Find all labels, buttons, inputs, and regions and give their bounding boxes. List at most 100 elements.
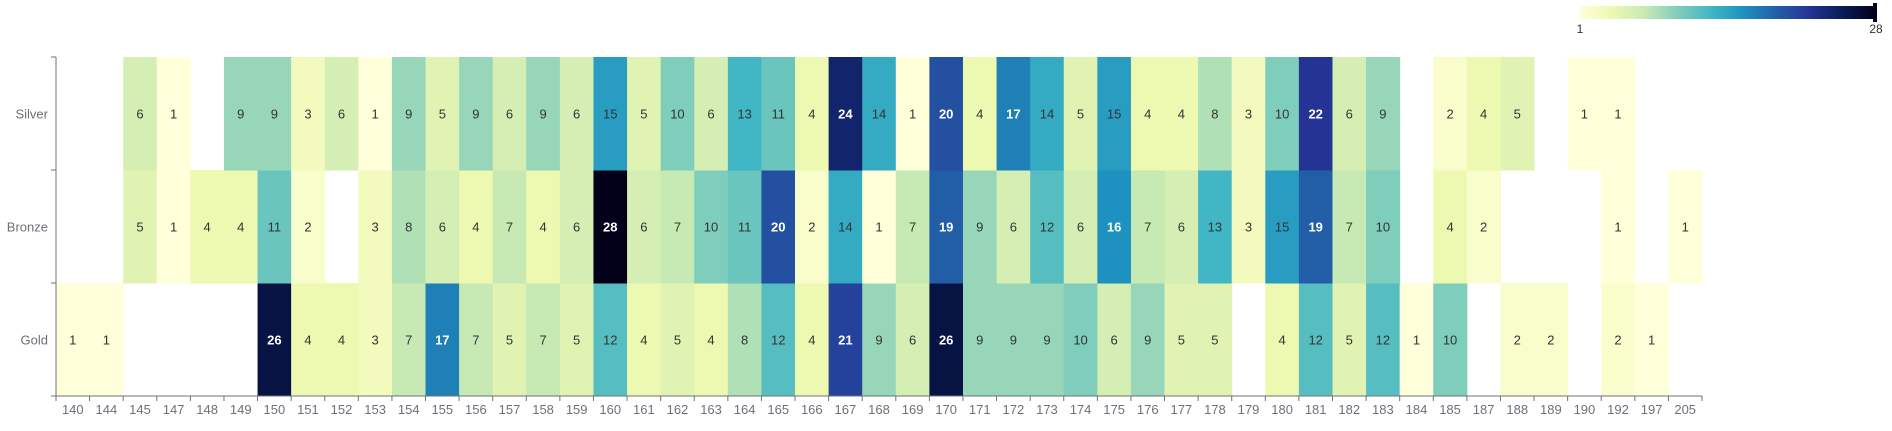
- heatmap-cell-bronze-182[interactable]: [1332, 170, 1367, 284]
- heatmap-cell-bronze-172[interactable]: [996, 170, 1031, 284]
- heatmap-cell-gold-170[interactable]: [929, 283, 964, 397]
- heatmap-cell-bronze-192[interactable]: [1601, 170, 1636, 284]
- heatmap-cell-gold-185[interactable]: [1433, 283, 1468, 397]
- heatmap-cell-silver-192[interactable]: [1601, 57, 1636, 171]
- heatmap-cell-bronze-185[interactable]: [1433, 170, 1468, 284]
- heatmap-cell-gold-188[interactable]: [1500, 283, 1535, 397]
- heatmap-cell-bronze-169[interactable]: [895, 170, 930, 284]
- heatmap-cell-bronze-153[interactable]: [358, 170, 393, 284]
- heatmap-cell-gold-165[interactable]: [761, 283, 796, 397]
- heatmap-cell-silver-147[interactable]: [156, 57, 191, 171]
- heatmap-cell-silver-161[interactable]: [627, 57, 662, 171]
- heatmap-cell-silver-185[interactable]: [1433, 57, 1468, 171]
- heatmap-cell-gold-166[interactable]: [795, 283, 830, 397]
- heatmap-cell-silver-188[interactable]: [1500, 57, 1535, 171]
- heatmap-cell-gold-171[interactable]: [962, 283, 998, 397]
- heatmap-cell-bronze-147[interactable]: [156, 170, 191, 284]
- heatmap-cell-gold-176[interactable]: [1130, 283, 1166, 397]
- heatmap-cell-bronze-168[interactable]: [862, 170, 897, 284]
- heatmap-cell-gold-151[interactable]: [291, 283, 326, 397]
- heatmap-cell-gold-163[interactable]: [694, 283, 729, 397]
- heatmap-cell-bronze-159[interactable]: [559, 170, 594, 284]
- heatmap-cell-bronze-155[interactable]: [425, 170, 460, 284]
- heatmap-cell-silver-156[interactable]: [459, 57, 494, 171]
- heatmap-cell-gold-192[interactable]: [1601, 283, 1636, 397]
- heatmap-cell-silver-190[interactable]: [1567, 57, 1602, 171]
- heatmap-cell-gold-157[interactable]: [492, 283, 527, 397]
- heatmap-cell-bronze-156[interactable]: [459, 170, 494, 284]
- heatmap-cell-bronze-157[interactable]: [492, 170, 527, 284]
- heatmap-cell-bronze-149[interactable]: [223, 170, 259, 284]
- heatmap-cell-bronze-176[interactable]: [1130, 170, 1166, 284]
- heatmap-cell-bronze-179[interactable]: [1231, 170, 1266, 284]
- visual-map-handle[interactable]: [1873, 3, 1877, 22]
- heatmap-cell-silver-178[interactable]: [1198, 57, 1233, 171]
- heatmap-cell-silver-172[interactable]: [996, 57, 1031, 171]
- heatmap-cell-bronze-167[interactable]: [828, 170, 863, 284]
- heatmap-cell-gold-152[interactable]: [324, 283, 359, 397]
- heatmap-cell-silver-149[interactable]: [223, 57, 259, 171]
- heatmap-cell-bronze-160[interactable]: [593, 170, 628, 284]
- heatmap-cell-gold-174[interactable]: [1063, 283, 1098, 397]
- heatmap-cell-bronze-151[interactable]: [291, 170, 326, 284]
- heatmap-cell-bronze-178[interactable]: [1198, 170, 1233, 284]
- heatmap-cell-gold-159[interactable]: [559, 283, 594, 397]
- heatmap-cell-silver-171[interactable]: [962, 57, 998, 171]
- heatmap-cell-bronze-158[interactable]: [526, 170, 561, 284]
- heatmap-cell-gold-158[interactable]: [526, 283, 561, 397]
- heatmap-cell-bronze-165[interactable]: [761, 170, 796, 284]
- heatmap-cell-silver-150[interactable]: [257, 57, 292, 171]
- heatmap-cell-silver-160[interactable]: [593, 57, 628, 171]
- heatmap-cell-gold-197[interactable]: [1634, 283, 1669, 397]
- heatmap-cell-silver-164[interactable]: [727, 57, 762, 171]
- heatmap-cell-bronze-154[interactable]: [391, 170, 427, 284]
- heatmap-cell-bronze-177[interactable]: [1164, 170, 1199, 284]
- heatmap-cell-bronze-170[interactable]: [929, 170, 964, 284]
- heatmap-cell-gold-160[interactable]: [593, 283, 628, 397]
- heatmap-cell-bronze-162[interactable]: [660, 170, 695, 284]
- heatmap-cell-silver-173[interactable]: [1030, 57, 1065, 171]
- heatmap-cell-silver-177[interactable]: [1164, 57, 1199, 171]
- heatmap-cell-bronze-187[interactable]: [1466, 170, 1501, 284]
- visual-map-legend[interactable]: 1 28: [1577, 3, 1883, 36]
- heatmap-cell-silver-152[interactable]: [324, 57, 359, 171]
- heatmap-cell-silver-163[interactable]: [694, 57, 729, 171]
- heatmap-cell-gold-140[interactable]: [56, 283, 91, 397]
- heatmap-cell-gold-155[interactable]: [425, 283, 460, 397]
- heatmap-cell-gold-162[interactable]: [660, 283, 695, 397]
- heatmap-cell-silver-170[interactable]: [929, 57, 964, 171]
- heatmap-cell-gold-181[interactable]: [1298, 283, 1333, 397]
- heatmap-cell-silver-154[interactable]: [391, 57, 427, 171]
- heatmap-cell-gold-169[interactable]: [895, 283, 930, 397]
- heatmap-cell-bronze-205[interactable]: [1668, 170, 1703, 284]
- heatmap-cell-gold-178[interactable]: [1198, 283, 1233, 397]
- heatmap-cell-gold-183[interactable]: [1366, 283, 1401, 397]
- heatmap-cell-bronze-164[interactable]: [727, 170, 762, 284]
- heatmap-cell-gold-180[interactable]: [1265, 283, 1300, 397]
- heatmap-cell-silver-176[interactable]: [1130, 57, 1166, 171]
- heatmap-cell-gold-182[interactable]: [1332, 283, 1367, 397]
- heatmap-cell-gold-168[interactable]: [862, 283, 897, 397]
- heatmap-cell-silver-151[interactable]: [291, 57, 326, 171]
- heatmap-cell-gold-150[interactable]: [257, 283, 292, 397]
- heatmap-cell-gold-177[interactable]: [1164, 283, 1199, 397]
- heatmap-cell-bronze-183[interactable]: [1366, 170, 1401, 284]
- heatmap-cell-bronze-148[interactable]: [190, 170, 225, 284]
- heatmap-cell-silver-165[interactable]: [761, 57, 796, 171]
- heatmap-cell-silver-166[interactable]: [795, 57, 830, 171]
- heatmap-cell-silver-179[interactable]: [1231, 57, 1266, 171]
- heatmap-cell-gold-153[interactable]: [358, 283, 393, 397]
- heatmap-cell-silver-182[interactable]: [1332, 57, 1367, 171]
- heatmap-cell-gold-154[interactable]: [391, 283, 427, 397]
- heatmap-cell-silver-183[interactable]: [1366, 57, 1401, 171]
- heatmap-cell-gold-161[interactable]: [627, 283, 662, 397]
- heatmap-cell-gold-167[interactable]: [828, 283, 863, 397]
- heatmap-cell-bronze-180[interactable]: [1265, 170, 1300, 284]
- heatmap-cell-silver-187[interactable]: [1466, 57, 1501, 171]
- heatmap-cell-silver-155[interactable]: [425, 57, 460, 171]
- visual-map-gradient-bar[interactable]: [1580, 6, 1875, 19]
- heatmap-cell-bronze-161[interactable]: [627, 170, 662, 284]
- heatmap-cell-silver-153[interactable]: [358, 57, 393, 171]
- heatmap-cell-bronze-174[interactable]: [1063, 170, 1098, 284]
- heatmap-cell-bronze-150[interactable]: [257, 170, 292, 284]
